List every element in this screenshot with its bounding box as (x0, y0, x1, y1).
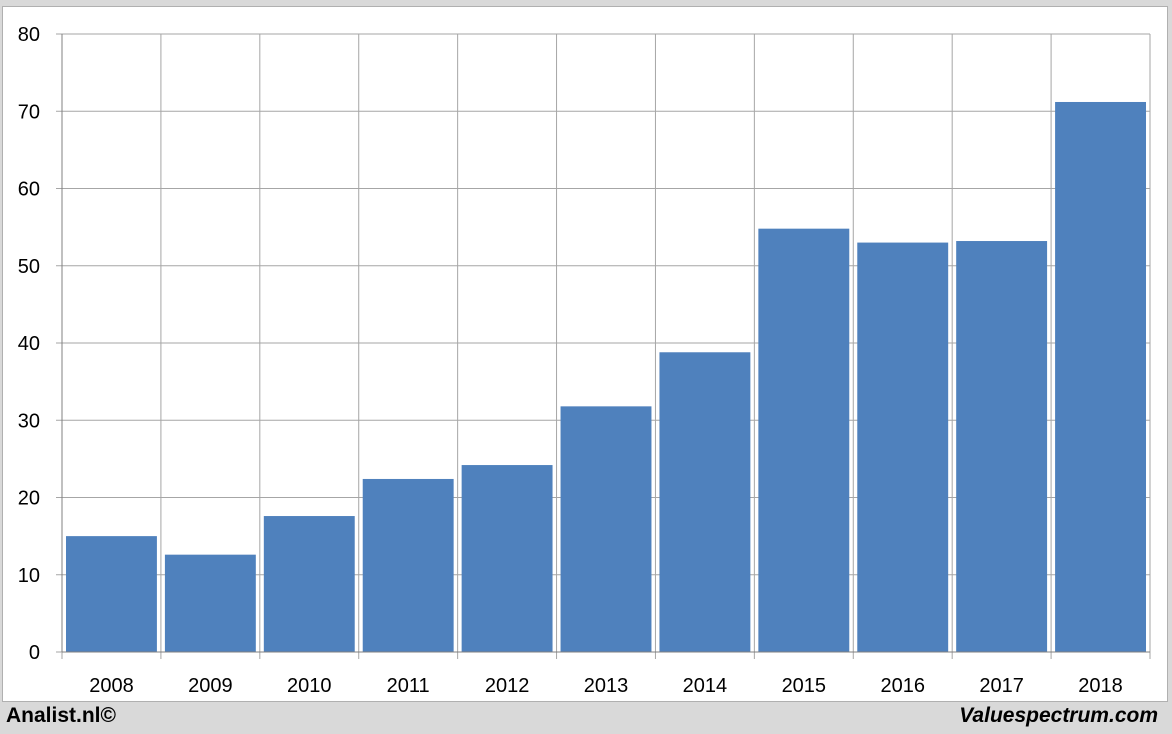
x-tick-label: 2016 (880, 675, 925, 697)
bar-2013 (560, 406, 652, 652)
x-tick-label: 2009 (188, 675, 233, 697)
y-tick-label: 70 (18, 101, 40, 123)
bar-2010 (263, 516, 355, 652)
x-tick-label: 2018 (1078, 675, 1123, 697)
x-tick-label: 2010 (287, 675, 332, 697)
bar-2011 (362, 478, 454, 652)
y-tick-label: 20 (18, 488, 40, 510)
y-tick-label: 0 (29, 642, 40, 664)
bar-2009 (164, 554, 256, 652)
y-tick-label: 60 (18, 179, 40, 201)
bar-2016 (857, 242, 949, 652)
bar-2018 (1055, 101, 1146, 653)
source-credit-left: Analist.nl© (6, 704, 116, 727)
bar-2008 (66, 536, 157, 652)
x-tick-label: 2013 (584, 675, 629, 697)
y-tick-label: 80 (18, 24, 40, 46)
y-tick-label: 10 (18, 565, 40, 587)
bar-2012 (461, 465, 553, 652)
x-tick-label: 2014 (683, 675, 728, 697)
y-tick-label: 50 (18, 256, 40, 278)
bar-2014 (659, 352, 751, 652)
source-credit-right: Valuespectrum.com (959, 704, 1158, 727)
x-tick-label: 2008 (89, 675, 134, 697)
y-tick-label: 40 (18, 333, 40, 355)
y-tick-label: 30 (18, 410, 40, 432)
x-tick-label: 2015 (782, 675, 827, 697)
bar-2015 (758, 228, 850, 653)
x-tick-label: 2012 (485, 675, 530, 697)
x-tick-label: 2017 (979, 675, 1024, 697)
x-tick-label: 2011 (387, 675, 430, 697)
bar-2017 (956, 241, 1048, 652)
